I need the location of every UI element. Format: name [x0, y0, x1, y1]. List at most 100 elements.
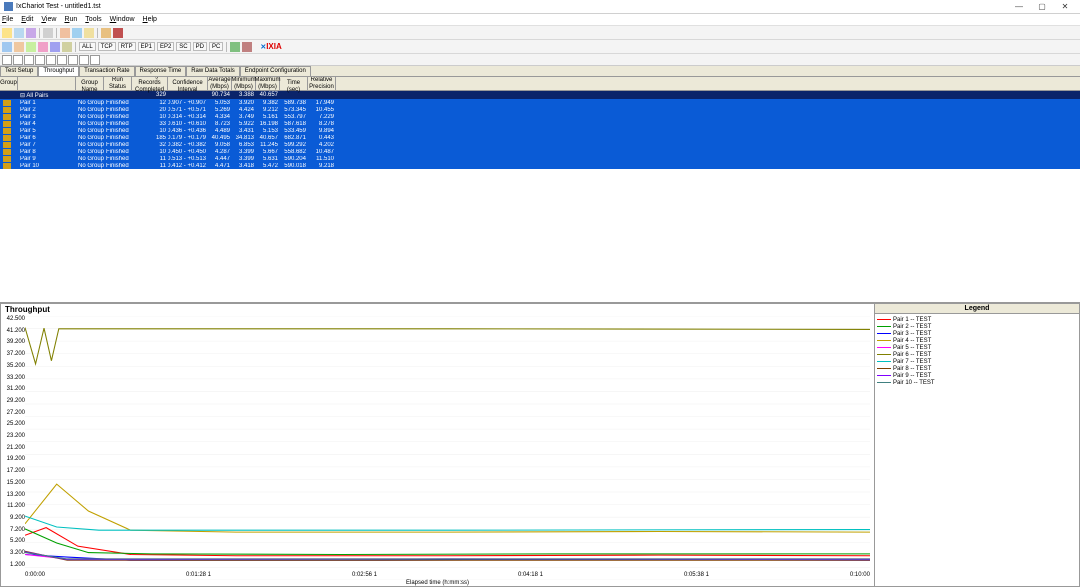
pair-box[interactable] — [24, 55, 34, 65]
tab-transaction-rate[interactable]: Transaction Rate — [79, 66, 134, 76]
save-icon[interactable] — [26, 28, 36, 38]
cut-icon[interactable] — [60, 28, 70, 38]
col-header[interactable]: 95% Confidence Interval — [168, 77, 208, 90]
legend-item[interactable]: Pair 3 -- TEST — [877, 330, 1077, 337]
col-header[interactable]: Average (Mbps) — [208, 77, 232, 90]
table-row[interactable]: Pair 9No GroupFinished11-0.513 - +0.5134… — [0, 155, 1080, 162]
cell: No Group — [76, 114, 104, 120]
cell: Pair 6 — [18, 135, 76, 141]
col-header[interactable]: Measured Time (sec) — [280, 77, 308, 90]
legend-item[interactable]: Pair 6 -- TEST — [877, 351, 1077, 358]
tool-icon[interactable] — [14, 42, 24, 52]
paste-icon[interactable] — [84, 28, 94, 38]
tab-endpoint-configuration[interactable]: Endpoint Configuration — [240, 66, 311, 76]
close-button[interactable]: ✕ — [1054, 1, 1076, 13]
table-row[interactable]: Pair 3No GroupFinished10-0.314 - +0.3144… — [0, 113, 1080, 120]
col-header[interactable]: Maximum (Mbps) — [256, 77, 280, 90]
help-icon[interactable] — [101, 28, 111, 38]
legend-item[interactable]: Pair 9 -- TEST — [877, 372, 1077, 379]
tool-icon[interactable] — [50, 42, 60, 52]
legend-item[interactable]: Pair 1 -- TEST — [877, 316, 1077, 323]
col-header[interactable]: Pair Group Name — [76, 77, 104, 90]
tab-response-time[interactable]: Response Time — [135, 66, 187, 76]
cell: Pair 2 — [18, 107, 76, 113]
cell — [0, 107, 18, 113]
table-row[interactable]: Pair 10No GroupFinished11-0.412 - +0.412… — [0, 162, 1080, 169]
filter-pc[interactable]: PC — [209, 42, 223, 51]
tool-icon[interactable] — [38, 42, 48, 52]
col-header[interactable]: Run Status — [104, 77, 132, 90]
open-icon[interactable] — [14, 28, 24, 38]
table-row[interactable]: Pair 2No GroupFinished20-0.571 - +0.5715… — [0, 106, 1080, 113]
print-icon[interactable] — [43, 28, 53, 38]
menu-view[interactable]: View — [41, 16, 56, 23]
pair-box[interactable] — [46, 55, 56, 65]
window-title: IxChariot Test - untitled1.tst — [16, 3, 1008, 10]
minimize-button[interactable]: — — [1008, 1, 1030, 13]
menu-file[interactable]: File — [2, 16, 13, 23]
stop-icon[interactable] — [113, 28, 123, 38]
table-row[interactable]: Pair 4No GroupFinished33-0.610 - +0.6108… — [0, 120, 1080, 127]
tab-test-setup[interactable]: Test Setup — [0, 66, 38, 76]
col-header[interactable]: Timing Records Completed — [132, 77, 168, 90]
menu-edit[interactable]: Edit — [21, 16, 33, 23]
pair-box[interactable] — [68, 55, 78, 65]
legend-item[interactable]: Pair 4 -- TEST — [877, 337, 1077, 344]
tool-icon[interactable] — [2, 42, 12, 52]
cell: 33 — [132, 121, 168, 127]
filter-ep1[interactable]: EP1 — [138, 42, 155, 51]
cell: -0.513 - +0.513 — [168, 156, 208, 162]
tool-icon[interactable] — [242, 42, 252, 52]
grid-summary-row[interactable]: ⊟ All Pairs32990.7343.38840.657 — [0, 91, 1080, 99]
cell: 6.853 — [232, 142, 256, 148]
legend-item[interactable]: Pair 2 -- TEST — [877, 323, 1077, 330]
table-row[interactable]: Pair 5No GroupFinished10-0.436 - +0.4364… — [0, 127, 1080, 134]
legend-item[interactable]: Pair 5 -- TEST — [877, 344, 1077, 351]
col-header[interactable]: Minimum (Mbps) — [232, 77, 256, 90]
filter-tcp[interactable]: TCP — [98, 42, 116, 51]
tool-icon[interactable] — [62, 42, 72, 52]
menu-help[interactable]: Help — [143, 16, 157, 23]
filter-ep2[interactable]: EP2 — [157, 42, 174, 51]
legend-item[interactable]: Pair 8 -- TEST — [877, 365, 1077, 372]
cell: 4.489 — [208, 128, 232, 134]
pair-box[interactable] — [57, 55, 67, 65]
legend-label: Pair 5 -- TEST — [893, 345, 931, 351]
legend-item[interactable]: Pair 10 -- TEST — [877, 379, 1077, 386]
filter-sc[interactable]: SC — [176, 42, 190, 51]
pair-box[interactable] — [90, 55, 100, 65]
menu-window[interactable]: Window — [110, 16, 135, 23]
cell: 3.399 — [232, 156, 256, 162]
maximize-button[interactable]: ▢ — [1031, 1, 1053, 13]
pair-box[interactable] — [79, 55, 89, 65]
col-header[interactable] — [18, 77, 76, 90]
legend-label: Pair 6 -- TEST — [893, 352, 931, 358]
tab-raw-data-totals[interactable]: Raw Data Totals — [186, 66, 240, 76]
table-row[interactable]: Pair 6No GroupFinished185-0.179 - +0.179… — [0, 134, 1080, 141]
cell: 5.472 — [256, 163, 280, 169]
legend-label: Pair 9 -- TEST — [893, 373, 931, 379]
filter-rtp[interactable]: RTP — [118, 42, 136, 51]
menu-run[interactable]: Run — [64, 16, 77, 23]
tool-icon[interactable] — [26, 42, 36, 52]
cell: 573.345 — [280, 107, 308, 113]
pair-box[interactable] — [35, 55, 45, 65]
new-icon[interactable] — [2, 28, 12, 38]
table-row[interactable]: Pair 8No GroupFinished10-0.450 - +0.4504… — [0, 148, 1080, 155]
pair-box[interactable] — [2, 55, 12, 65]
menu-tools[interactable]: Tools — [85, 16, 101, 23]
filter-all[interactable]: ALL — [79, 42, 96, 51]
col-header[interactable]: Relative Precision — [308, 77, 336, 90]
tool-icon[interactable] — [230, 42, 240, 52]
col-header[interactable]: Group — [0, 77, 18, 90]
tab-throughput[interactable]: Throughput — [38, 66, 79, 76]
copy-icon[interactable] — [72, 28, 82, 38]
pair-box[interactable] — [13, 55, 23, 65]
table-row[interactable]: Pair 1No GroupFinished12-0.907 - +0.9075… — [0, 99, 1080, 106]
cell: No Group — [76, 142, 104, 148]
filter-pd[interactable]: PD — [193, 42, 207, 51]
legend-item[interactable]: Pair 7 -- TEST — [877, 358, 1077, 365]
table-row[interactable]: Pair 7No GroupFinished32-0.382 - +0.3829… — [0, 141, 1080, 148]
cell: Pair 3 — [18, 114, 76, 120]
cell: 10.455 — [308, 107, 336, 113]
